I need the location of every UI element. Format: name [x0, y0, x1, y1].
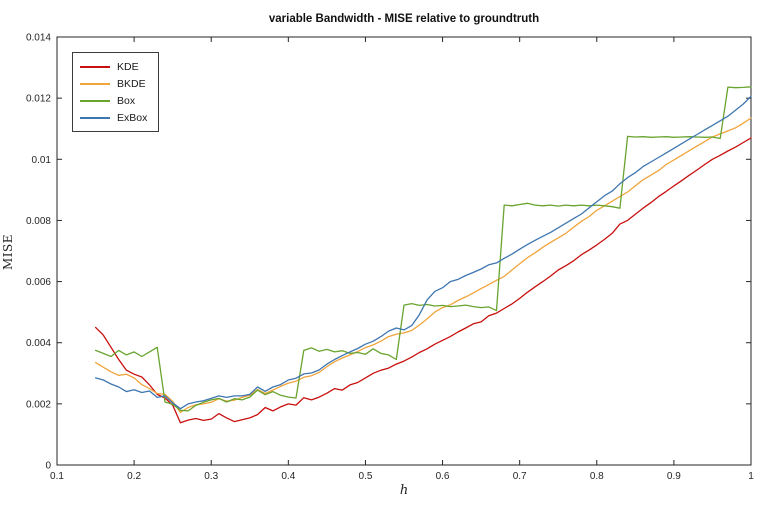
y-tick-label: 0.012	[26, 94, 51, 105]
axes-box	[56, 36, 752, 466]
legend-item-kde: KDE	[80, 58, 147, 75]
legend-item-exbox: ExBox	[80, 109, 147, 126]
x-tick-label: 0.2	[127, 471, 141, 482]
legend-item-box: Box	[80, 92, 147, 109]
series-line-bkde	[94, 117, 752, 414]
legend-label-exbox: ExBox	[117, 111, 148, 124]
x-axis-label: h	[399, 483, 409, 498]
legend-label-bkde: BKDE	[117, 77, 146, 90]
y-tick-label: 0.004	[26, 338, 51, 349]
y-tick-label: 0	[45, 461, 51, 472]
y-tick-label: 0.002	[26, 399, 51, 410]
y-tick-label: 0.006	[26, 277, 51, 288]
x-tick-label: 0.6	[436, 471, 450, 482]
x-tick-label: 0.1	[50, 471, 64, 482]
legend-label-kde: KDE	[117, 60, 139, 73]
x-tick-label: 0.5	[358, 471, 372, 482]
exbox-line-sample	[80, 116, 110, 119]
legend-label-box: Box	[117, 94, 136, 107]
x-tick-label: 1	[748, 471, 754, 482]
legend: KDE BKDE Box ExBox	[72, 52, 160, 132]
series-line-exbox	[94, 95, 752, 410]
series-line-box	[94, 86, 752, 412]
x-tick-label: 0.8	[590, 471, 604, 482]
bkde-line-sample	[80, 82, 110, 85]
x-tick-label: 0.4	[281, 471, 295, 482]
legend-item-bkde: BKDE	[80, 75, 147, 92]
chart-title: variable Bandwidth - MISE relative to gr…	[268, 13, 540, 25]
x-tick-label: 0.7	[513, 471, 527, 482]
x-tick-label: 0.3	[204, 471, 218, 482]
y-tick-label: 0.008	[26, 216, 51, 227]
series-line-kde	[94, 137, 752, 424]
x-tick-label: 0.9	[667, 471, 681, 482]
y-tick-label: 0.01	[32, 155, 52, 166]
y-tick-label: 0.014	[26, 33, 51, 44]
kde-line-sample	[80, 65, 110, 68]
box-line-sample	[80, 99, 110, 102]
